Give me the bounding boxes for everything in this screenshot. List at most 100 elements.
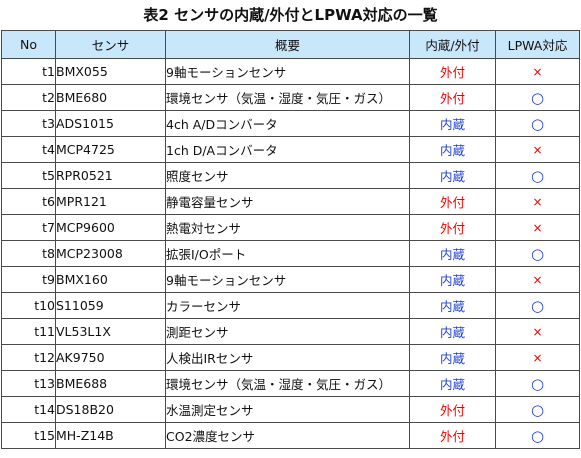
cell-mount: 外付 <box>409 396 496 423</box>
table-body: t1 BMX055 9軸モーションセンサ 外付 × t2 BME680 環境センサ（気温・湿度… <box>1 58 580 449</box>
cell-summary: 9軸モーションセンサ <box>165 266 410 293</box>
cell-sensor: MPR121 <box>55 188 166 215</box>
cell-mount: 内蔵 <box>409 162 496 189</box>
cell-mount: 外付 <box>409 84 496 111</box>
cell-summary: 熱電対センサ <box>165 214 410 241</box>
cell-lpwa: ○ <box>495 162 580 189</box>
lpwa-unsupported-mark: × <box>532 325 543 339</box>
cell-summary: 測距センサ <box>165 318 410 345</box>
cell-sensor: VL53L1X <box>55 318 166 345</box>
table-row: t4 MCP4725 1ch D/Aコンバータ 内蔵 × <box>1 136 580 163</box>
cell-sensor: BMX055 <box>55 58 166 85</box>
cell-lpwa: × <box>495 58 580 85</box>
table-row: t15 MH-Z14B CO2濃度センサ 外付 ○ <box>1 422 580 449</box>
cell-sensor: BME680 <box>55 84 166 111</box>
lpwa-unsupported-mark: × <box>532 351 543 365</box>
cell-summary: 人検出IRセンサ <box>165 344 410 371</box>
header-mount: 内蔵/外付 <box>409 30 496 59</box>
header-sensor: センサ <box>55 30 166 59</box>
cell-mount: 内蔵 <box>409 110 496 137</box>
cell-lpwa: ○ <box>495 110 580 137</box>
cell-sensor: BMX160 <box>55 266 166 293</box>
cell-mount: 内蔵 <box>409 292 496 319</box>
cell-no: t8 <box>1 240 56 267</box>
table-row: t9 BMX160 9軸モーションセンサ 内蔵 × <box>1 266 580 293</box>
header-summary: 概要 <box>165 30 410 59</box>
table-row: t10 S11059 カラーセンサ 内蔵 ○ <box>1 292 580 319</box>
table-row: t3 ADS1015 4ch A/Dコンバータ 内蔵 ○ <box>1 110 580 137</box>
lpwa-supported-mark: ○ <box>530 296 545 315</box>
table-row: t8 MCP23008 拡張I/Oポート 内蔵 ○ <box>1 240 580 267</box>
sensor-table: No センサ 概要 内蔵/外付 LPWA対応 t1 BMX055 9軸モーションセン… <box>1 30 580 449</box>
cell-sensor: RPR0521 <box>55 162 166 189</box>
lpwa-supported-mark: ○ <box>530 166 545 185</box>
lpwa-supported-mark: ○ <box>530 88 545 107</box>
cell-sensor: DS18B20 <box>55 396 166 423</box>
cell-lpwa: × <box>495 188 580 215</box>
cell-summary: 水温測定センサ <box>165 396 410 423</box>
lpwa-unsupported-mark: × <box>532 143 543 157</box>
table-row: t13 BME688 環境センサ（気温・湿度・気圧・ガス） 内蔵 ○ <box>1 370 580 397</box>
cell-lpwa: ○ <box>495 422 580 449</box>
cell-summary: 照度センサ <box>165 162 410 189</box>
cell-no: t5 <box>1 162 56 189</box>
cell-lpwa: ○ <box>495 370 580 397</box>
table-caption: 表2 センサの内蔵/外付とLPWA対応の一覧 <box>143 6 438 24</box>
cell-no: t14 <box>1 396 56 423</box>
cell-summary: カラーセンサ <box>165 292 410 319</box>
cell-lpwa: × <box>495 214 580 241</box>
cell-sensor: AK9750 <box>55 344 166 371</box>
cell-no: t12 <box>1 344 56 371</box>
lpwa-supported-mark: ○ <box>530 400 545 419</box>
cell-lpwa: ○ <box>495 396 580 423</box>
table-row: t1 BMX055 9軸モーションセンサ 外付 × <box>1 58 580 85</box>
cell-no: t13 <box>1 370 56 397</box>
table-row: t14 DS18B20 水温測定センサ 外付 ○ <box>1 396 580 423</box>
table-header: No センサ 概要 内蔵/外付 LPWA対応 <box>1 30 580 59</box>
cell-no: t3 <box>1 110 56 137</box>
cell-no: t1 <box>1 58 56 85</box>
cell-sensor: MCP23008 <box>55 240 166 267</box>
cell-lpwa: × <box>495 318 580 345</box>
cell-summary: 1ch D/Aコンバータ <box>165 136 410 163</box>
cell-no: t6 <box>1 188 56 215</box>
cell-no: t4 <box>1 136 56 163</box>
cell-lpwa: ○ <box>495 240 580 267</box>
lpwa-unsupported-mark: × <box>532 221 543 235</box>
cell-no: t2 <box>1 84 56 111</box>
cell-no: t9 <box>1 266 56 293</box>
header-row: No センサ 概要 内蔵/外付 LPWA対応 <box>1 30 580 59</box>
cell-mount: 外付 <box>409 214 496 241</box>
cell-summary: 環境センサ（気温・湿度・気圧・ガス） <box>165 370 410 397</box>
cell-no: t10 <box>1 292 56 319</box>
cell-sensor: BME688 <box>55 370 166 397</box>
table-row: t5 RPR0521 照度センサ 内蔵 ○ <box>1 162 580 189</box>
cell-sensor: S11059 <box>55 292 166 319</box>
table-row: t12 AK9750 人検出IRセンサ 内蔵 × <box>1 344 580 371</box>
cell-sensor: MH-Z14B <box>55 422 166 449</box>
cell-mount: 内蔵 <box>409 318 496 345</box>
cell-mount: 内蔵 <box>409 136 496 163</box>
lpwa-unsupported-mark: × <box>532 195 543 209</box>
cell-summary: 拡張I/Oポート <box>165 240 410 267</box>
table-row: t11 VL53L1X 測距センサ 内蔵 × <box>1 318 580 345</box>
lpwa-supported-mark: ○ <box>530 244 545 263</box>
cell-lpwa: × <box>495 136 580 163</box>
cell-lpwa: × <box>495 344 580 371</box>
header-lpwa: LPWA対応 <box>495 30 580 59</box>
lpwa-supported-mark: ○ <box>530 426 545 445</box>
table-row: t2 BME680 環境センサ（気温・湿度・気圧・ガス） 外付 ○ <box>1 84 580 111</box>
cell-mount: 内蔵 <box>409 266 496 293</box>
cell-mount: 内蔵 <box>409 370 496 397</box>
cell-sensor: ADS1015 <box>55 110 166 137</box>
cell-summary: 環境センサ（気温・湿度・気圧・ガス） <box>165 84 410 111</box>
table-row: t6 MPR121 静電容量センサ 外付 × <box>1 188 580 215</box>
cell-no: t15 <box>1 422 56 449</box>
cell-mount: 外付 <box>409 422 496 449</box>
cell-lpwa: × <box>495 266 580 293</box>
cell-mount: 外付 <box>409 188 496 215</box>
cell-summary: 9軸モーションセンサ <box>165 58 410 85</box>
header-no: No <box>1 30 56 59</box>
table-row: t7 MCP9600 熱電対センサ 外付 × <box>1 214 580 241</box>
lpwa-supported-mark: ○ <box>530 374 545 393</box>
